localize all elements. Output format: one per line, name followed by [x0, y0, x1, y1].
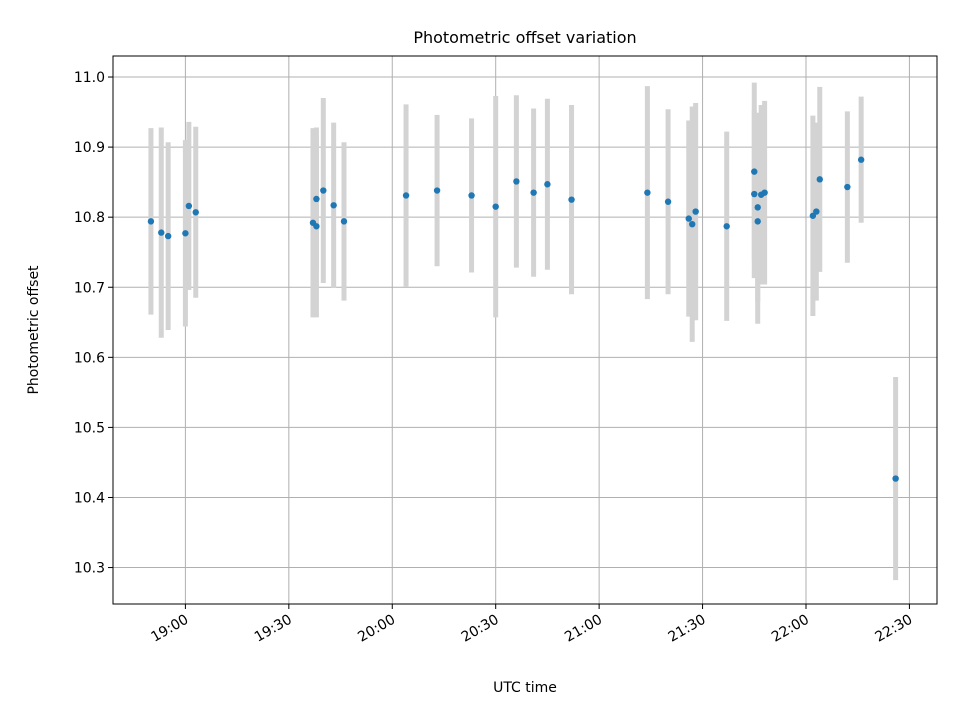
y-axis-ticks: 10.3 10.4 10.5 10.6 10.7 10.8 10.9 11.0 [74, 70, 113, 577]
data-point [313, 223, 320, 230]
data-point [568, 196, 575, 203]
data-point [754, 218, 761, 225]
data-point [513, 178, 520, 185]
data-point [692, 208, 699, 215]
data-point [433, 187, 441, 194]
data-points [147, 156, 899, 482]
y-tick-label: 10.3 [74, 561, 105, 577]
grid [113, 56, 937, 604]
data-point [492, 203, 499, 210]
data-point [147, 218, 155, 225]
data-point [340, 218, 348, 225]
x-axis-label: UTC time [493, 680, 557, 696]
data-point [330, 202, 337, 209]
data-point [185, 202, 193, 210]
y-tick-label: 10.4 [74, 490, 105, 506]
data-point [816, 176, 823, 183]
data-point [761, 189, 768, 196]
plot-frame [112, 55, 938, 605]
data-point [402, 192, 410, 199]
chart-title: Photometric offset variation [413, 28, 636, 47]
data-point [468, 192, 475, 199]
data-point [182, 230, 189, 237]
data-point [844, 183, 851, 191]
data-point [751, 190, 758, 198]
data-point [664, 198, 672, 205]
data-point [313, 195, 320, 203]
data-point [544, 181, 551, 188]
data-point [892, 475, 899, 482]
y-tick-label: 10.5 [74, 420, 105, 436]
data-point [158, 229, 165, 236]
data-point [754, 204, 761, 211]
y-tick-label: 11.0 [74, 70, 105, 86]
y-tick-label: 10.8 [74, 210, 105, 226]
data-point [164, 232, 172, 240]
data-point [689, 220, 696, 228]
data-point [857, 156, 865, 163]
y-tick-label: 10.7 [74, 280, 105, 296]
data-point [644, 189, 651, 196]
data-point [723, 223, 730, 230]
y-tick-label: 10.9 [74, 140, 105, 156]
y-axis-label: Photometric offset [26, 265, 42, 395]
data-point [192, 209, 199, 216]
data-point [530, 189, 537, 196]
data-point [751, 168, 758, 175]
y-tick-label: 10.6 [74, 350, 105, 366]
data-point [685, 215, 692, 222]
data-point [320, 187, 327, 194]
data-point [813, 208, 820, 215]
